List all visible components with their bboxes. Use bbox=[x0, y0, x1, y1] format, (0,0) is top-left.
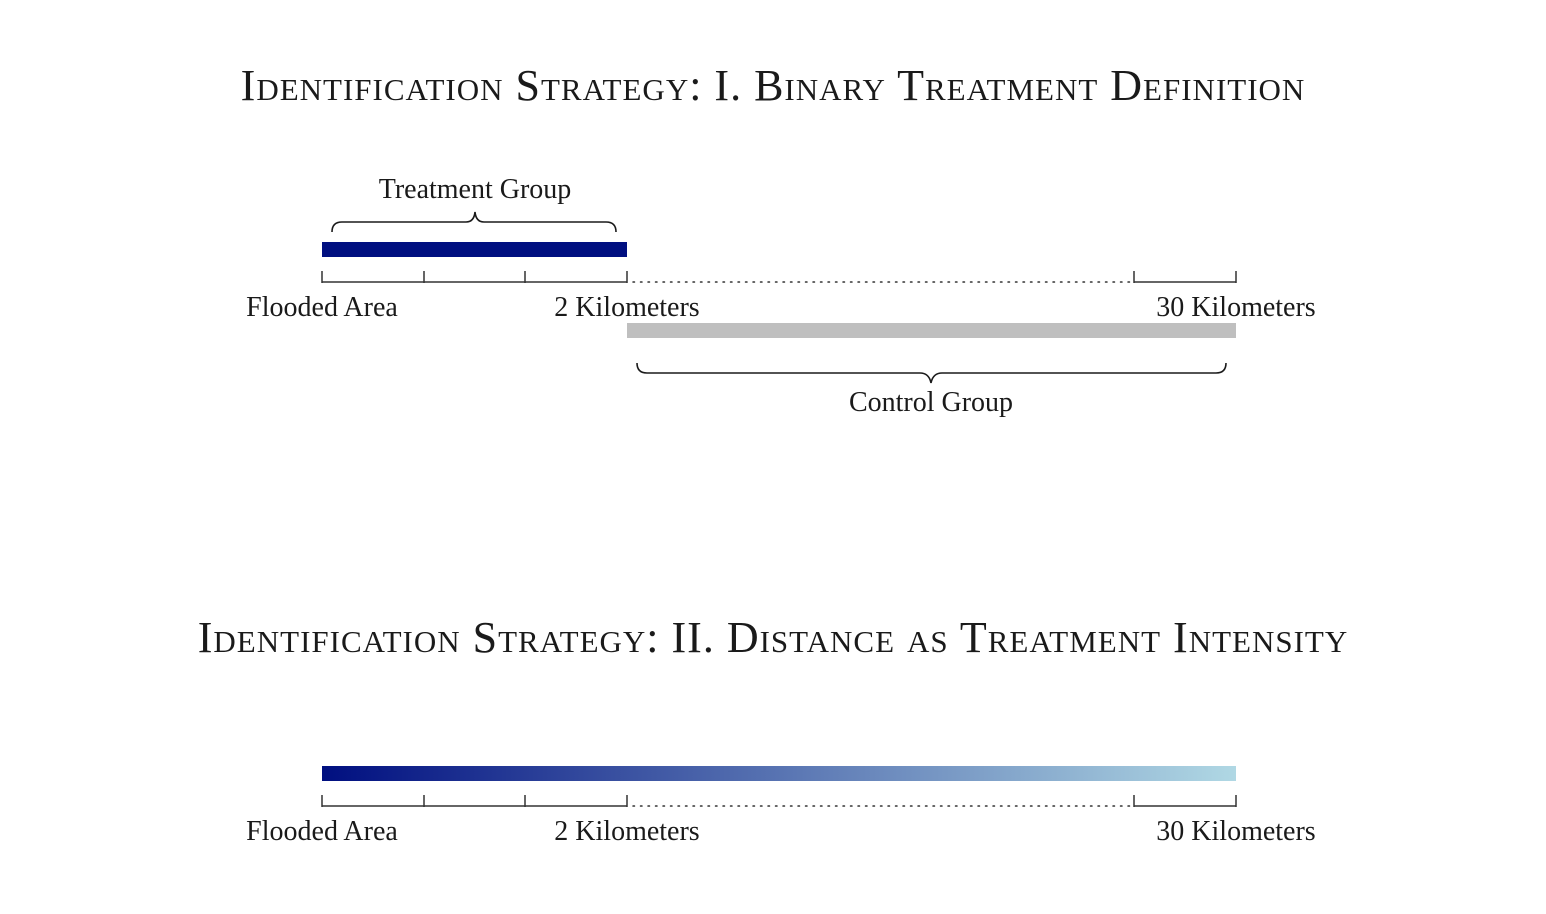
axis-label-flooded-area: Flooded Area bbox=[246, 816, 398, 847]
axis-label-30km: 30 Kilometers bbox=[1156, 292, 1316, 323]
axis-label-30km: 30 Kilometers bbox=[1156, 816, 1316, 847]
panel-2-axis bbox=[321, 795, 1237, 807]
control-group-label: Control Group bbox=[848, 387, 1014, 418]
panel-1-title: Identification Strategy: I. Binary Treat… bbox=[240, 61, 1306, 110]
control-bar bbox=[627, 323, 1236, 338]
treatment-group-label: Treatment Group bbox=[378, 174, 572, 205]
axis-label-2km: 2 Kilometers bbox=[554, 816, 700, 847]
axis-label-2km: 2 Kilometers bbox=[554, 292, 700, 323]
panel-2-title: Identification Strategy: II. Distance as… bbox=[197, 613, 1349, 662]
intensity-gradient-bar bbox=[322, 766, 1236, 781]
panel-1-axis bbox=[321, 271, 1237, 283]
axis-label-flooded-area: Flooded Area bbox=[246, 292, 398, 323]
control-brace bbox=[636, 362, 1227, 384]
treatment-bar bbox=[322, 242, 627, 257]
treatment-brace bbox=[331, 211, 617, 233]
